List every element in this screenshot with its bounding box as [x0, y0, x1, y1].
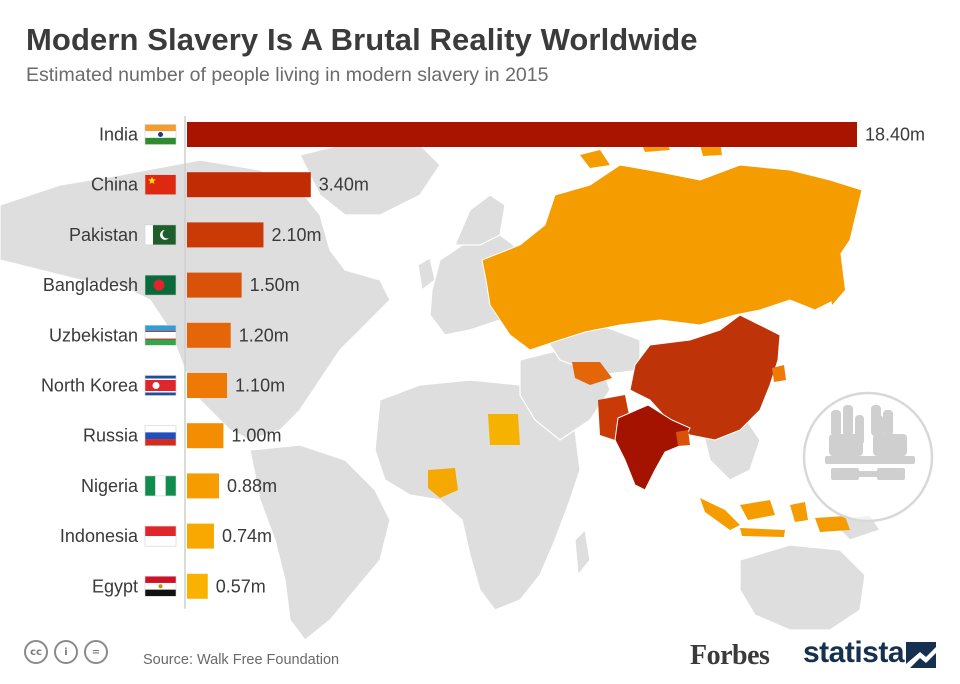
flag-uzbekistan-icon: [144, 324, 177, 346]
source-note: Source: Walk Free Foundation: [143, 652, 340, 668]
bar-russia: [187, 423, 224, 449]
flag-pakistan-icon: [144, 224, 177, 246]
category-label-uzbekistan: Uzbekistan: [49, 325, 138, 345]
uzbekistan-highlight: [572, 362, 612, 385]
bar-north-korea: [187, 373, 228, 398]
kamchatka-highlight: [825, 250, 845, 305]
category-label-bangladesh: Bangladesh: [43, 275, 138, 295]
category-label-north-korea: North Korea: [41, 376, 139, 396]
forbes-logo: Forbes: [690, 640, 770, 671]
bar-india: [187, 122, 857, 147]
value-label-indonesia: 0.74m: [222, 526, 272, 546]
flag-india-icon: [144, 124, 177, 145]
australia-shape: [739, 544, 866, 631]
indonesia-highlight: [700, 498, 850, 537]
statista-logo-text: statista: [803, 636, 905, 669]
value-label-north-korea: 1.10m: [235, 376, 285, 396]
category-label-nigeria: Nigeria: [81, 476, 139, 496]
scandinavia-shape: [454, 194, 506, 246]
category-label-china: China: [91, 175, 139, 195]
nigeria-highlight: [428, 468, 458, 498]
value-label-nigeria: 0.88m: [227, 476, 277, 496]
india-highlight: [614, 404, 691, 491]
flag-north-korea-icon: [144, 375, 177, 396]
chart-subtitle: Estimated number of people living in mod…: [26, 64, 549, 86]
bar-nigeria: [187, 473, 220, 499]
value-label-egypt: 0.57m: [216, 576, 266, 596]
value-label-china: 3.40m: [319, 175, 369, 195]
nd-icon: =: [84, 640, 108, 664]
uk-shape: [417, 257, 436, 292]
south-america-shape: [249, 444, 391, 641]
bar-pakistan: [187, 222, 264, 248]
bangladesh-highlight: [676, 430, 690, 446]
license-icons: cc i =: [24, 640, 108, 664]
flag-bangladesh-icon: [144, 274, 177, 296]
category-label-india: India: [99, 125, 139, 145]
value-label-russia: 1.00m: [231, 426, 281, 446]
by-icon: i: [54, 640, 78, 664]
chart-title: Modern Slavery Is A Brutal Reality World…: [26, 22, 698, 57]
bar-indonesia: [187, 523, 214, 549]
bar-bangladesh: [187, 272, 242, 298]
bar-china: [187, 172, 311, 198]
bar-egypt: [187, 573, 208, 599]
cc-icon: cc: [24, 640, 48, 664]
flag-egypt-icon: [144, 575, 177, 597]
flag-china-icon: [144, 174, 177, 195]
egypt-highlight: [488, 414, 520, 445]
china-highlight: [629, 314, 781, 441]
category-label-pakistan: Pakistan: [69, 225, 138, 245]
value-label-pakistan: 2.10m: [271, 225, 321, 245]
flag-indonesia-icon: [144, 525, 177, 547]
bar-uzbekistan: [187, 322, 231, 348]
north-korea-highlight: [772, 365, 786, 382]
madagascar-shape: [574, 528, 591, 577]
shackled-hands-icon: [802, 391, 934, 523]
category-label-egypt: Egypt: [92, 576, 138, 596]
statista-logo-icon: [906, 642, 936, 668]
value-label-india: 18.40m: [865, 125, 925, 145]
category-label-indonesia: Indonesia: [60, 526, 139, 546]
flag-nigeria-icon: [144, 475, 177, 497]
flag-russia-icon: [144, 425, 177, 447]
value-label-bangladesh: 1.50m: [250, 275, 300, 295]
category-label-russia: Russia: [83, 426, 139, 446]
value-label-uzbekistan: 1.20m: [239, 325, 289, 345]
